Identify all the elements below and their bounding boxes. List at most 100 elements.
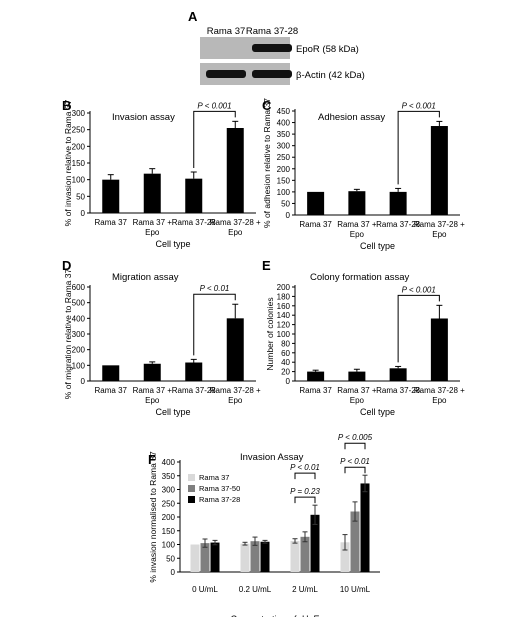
x-axis-label: Cell type	[155, 407, 190, 417]
x-category-label: 0 U/mL	[192, 585, 218, 594]
significance-bracket	[344, 466, 366, 474]
panel-e-colony-chart: E Colony formation assay 02040608010012014…	[262, 258, 465, 417]
x-category-label-line: Rama 37 +	[133, 386, 173, 395]
x-axis-label: Concentration of rHuEpo	[230, 614, 329, 617]
y-axis-label: % of invasion relative to Rama 37	[63, 99, 73, 226]
legend-swatch	[188, 485, 195, 492]
y-tick-label: 500	[72, 299, 86, 308]
blot-protein-label: EpoR (58 kDa)	[296, 44, 359, 55]
panel-a-western-blot: A Rama 37 Rama 37-28 EpoR (58 kDa) β-Actin (…	[188, 9, 365, 85]
y-tick-label: 150	[72, 159, 86, 168]
x-category-label-line: Rama 37 +	[337, 220, 377, 229]
y-tick-label: 600	[72, 283, 86, 292]
significance-label: P < 0.001	[402, 101, 436, 110]
panel-letter-f: F	[148, 452, 156, 467]
significance-bracket	[294, 472, 316, 480]
bar-rama-37	[102, 365, 120, 381]
panel-letter-e: E	[262, 258, 271, 273]
bar-rama-37-28	[185, 178, 203, 213]
y-tick-label: 0	[286, 211, 291, 220]
x-category-label: Rama 37-28 + Epo	[210, 218, 261, 237]
y-axis-label: % invasion normalised to Rama 37	[148, 451, 158, 583]
significance-label: P < 0.001	[402, 285, 436, 294]
x-category-label: 10 U/mL	[340, 585, 371, 594]
legend-label: Rama 37	[199, 473, 229, 482]
x-category-label: Rama 37	[299, 220, 332, 229]
legend-label: Rama 37-50	[199, 484, 240, 493]
y-tick-label: 400	[162, 458, 176, 467]
bar-rama-37-28-epo	[430, 318, 448, 381]
x-category-label-line: Rama 37-28 +	[210, 218, 261, 227]
panel-d-migration-chart: D Migration assay 0 100 200 300 400 500 600% of …	[62, 258, 261, 417]
significance-label: P < 0.01	[340, 457, 370, 466]
y-tick-label: 300	[72, 109, 86, 118]
x-category-label: Rama 37 + Epo	[133, 218, 173, 237]
bar-rama-37-2-u-ml	[290, 540, 300, 572]
bar-rama-37-28-2-u-ml	[310, 514, 320, 572]
y-tick-label: 200	[277, 283, 291, 292]
x-category-label: Rama 37 + Epo	[133, 386, 173, 405]
chart-title: Invasion assay	[112, 112, 175, 123]
panel-letter-d: D	[62, 258, 71, 273]
bar-rama-37-50-0-u-ml	[200, 543, 210, 572]
blot-strip	[200, 37, 290, 59]
x-category-label: Rama 37	[95, 218, 128, 227]
x-category-label-line: Rama 37-28 +	[210, 386, 261, 395]
x-category-label-line: Epo	[145, 396, 160, 405]
y-tick-label: 50	[76, 192, 85, 201]
y-tick-label: 300	[162, 486, 176, 495]
x-category-label-line: Epo	[228, 228, 243, 237]
bar-rama-37-epo	[143, 363, 161, 381]
y-tick-label: 50	[166, 554, 175, 563]
bar-rama-37-0-2-u-ml	[240, 543, 250, 572]
significance-label: P < 0.005	[338, 433, 373, 442]
x-category-label-line: Rama 37	[299, 220, 332, 229]
x-category-label-line: Rama 37-28	[376, 220, 421, 229]
x-category-label-line: Epo	[228, 396, 243, 405]
y-tick-label: 350	[277, 130, 291, 139]
x-category-label-line: Rama 37-28	[172, 386, 217, 395]
y-tick-label: 200	[162, 513, 176, 522]
significance-bracket	[397, 294, 440, 363]
y-tick-label: 50	[281, 199, 290, 208]
x-category-label-line: Epo	[432, 396, 447, 405]
x-axis-label: Cell type	[360, 241, 395, 251]
y-tick-label: 60	[281, 349, 290, 358]
y-tick-label: 300	[277, 142, 291, 151]
y-axis-label: Number of colonies	[265, 297, 275, 370]
significance-bracket	[344, 442, 366, 450]
x-category-label-line: Rama 37	[95, 218, 128, 227]
x-category-label-line: Rama 37 +	[133, 218, 173, 227]
significance-label: P = 0.23	[290, 487, 320, 496]
y-tick-label: 450	[277, 107, 291, 116]
y-tick-label: 350	[162, 472, 176, 481]
bar-rama-37-epo	[143, 173, 161, 213]
x-category-label-line: Rama 37	[299, 386, 332, 395]
y-tick-label: 0	[171, 568, 176, 577]
x-category-label: Rama 37-28	[376, 220, 421, 229]
y-tick-label: 100	[72, 176, 86, 185]
bar-rama-37	[307, 191, 325, 215]
chart-title: Invasion Assay	[240, 452, 304, 463]
bar-rama-37-28-0-2-u-ml	[260, 541, 270, 572]
y-tick-label: 150	[162, 527, 176, 536]
x-category-label: Rama 37 + Epo	[337, 220, 377, 239]
bar-rama-37-epo	[348, 371, 366, 381]
bar-rama-37-50-10-u-ml	[350, 511, 360, 572]
bar-rama-37-10-u-ml	[340, 542, 350, 572]
significance-label: P < 0.01	[290, 463, 320, 472]
y-tick-label: 400	[277, 119, 291, 128]
y-tick-label: 0	[286, 377, 291, 386]
bar-rama-37-28-epo	[226, 318, 244, 381]
bar-rama-37-28-10-u-ml	[360, 483, 370, 572]
y-tick-label: 100	[277, 188, 291, 197]
x-category-label: Rama 37-28 + Epo	[210, 386, 261, 405]
significance-bracket	[193, 110, 236, 168]
bar-rama-37-0-u-ml	[190, 544, 200, 572]
x-category-label-line: Rama 37-28 +	[414, 220, 465, 229]
x-category-label-line: Rama 37 +	[337, 386, 377, 395]
y-axis-label: % of migration relative to Rama 37	[63, 269, 73, 400]
x-category-label: 0.2 U/mL	[239, 585, 272, 594]
significance-label: P < 0.001	[197, 101, 231, 110]
significance-bracket	[294, 496, 316, 504]
